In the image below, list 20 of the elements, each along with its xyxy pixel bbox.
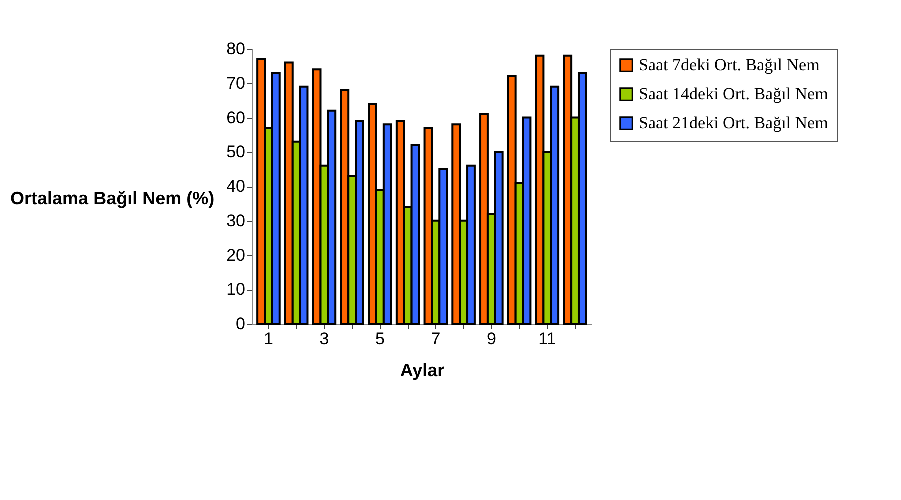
- y-tick-label: 70: [226, 74, 246, 93]
- legend-label: Saat 7deki Ort. Bağıl Nem: [639, 56, 820, 74]
- legend-label: Saat 14deki Ort. Bağıl Nem: [639, 84, 828, 104]
- y-tick-label: 20: [226, 246, 246, 265]
- y-tick-label: 40: [226, 177, 246, 196]
- y-tick-label: 80: [226, 40, 246, 58]
- x-tick-label: 7: [431, 330, 441, 348]
- y-tick-label: 10: [226, 280, 246, 300]
- x-tick-label: 3: [320, 330, 330, 348]
- y-tick-label: 30: [226, 211, 246, 230]
- x-tick-label: 1: [264, 330, 274, 348]
- x-tick-label: 11: [538, 330, 556, 348]
- x-tick-label: 9: [486, 330, 496, 348]
- y-tick-label: 50: [226, 142, 246, 162]
- x-axis-title: Aylar: [400, 360, 445, 380]
- y-tick-label: 60: [226, 108, 246, 128]
- y-tick-label: 0: [236, 314, 246, 334]
- legend-label: Saat 21deki Ort. Bağıl Nem: [639, 114, 828, 132]
- y-axis-title: Ortalama Bağıl Nem (%): [10, 188, 215, 208]
- x-tick-label: 5: [375, 330, 385, 348]
